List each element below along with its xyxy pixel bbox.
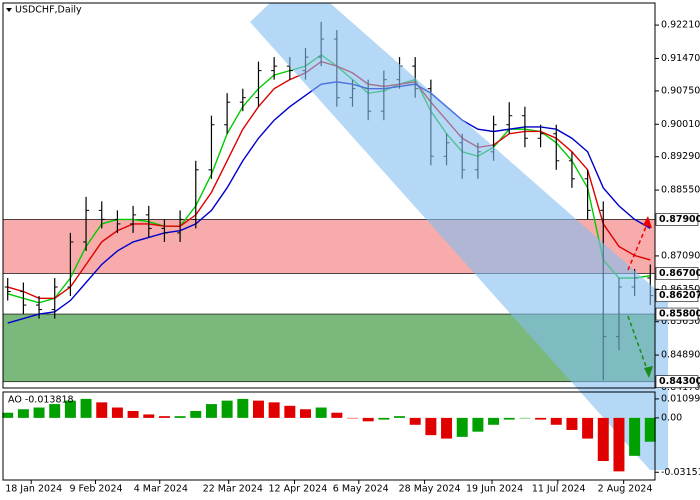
ao-bar: [441, 417, 453, 439]
y-tick-label: 0.92210: [661, 20, 700, 31]
up-arrow: [627, 221, 649, 271]
ao-bar: [378, 417, 390, 420]
ao-bar: [284, 405, 296, 418]
ao-bar: [613, 417, 625, 472]
x-tick-label: 2 Aug 2024: [598, 484, 653, 495]
x-tick-label: 22 Mar 2024: [203, 484, 263, 495]
ao-bar: [347, 417, 358, 419]
chart-title: USDCHF,Daily: [15, 5, 82, 16]
menu-icon: [6, 8, 12, 12]
x-tick-label: 9 Feb 2024: [69, 484, 122, 495]
x-tick-label: 19 Jun 2024: [466, 484, 523, 495]
y-tick-label: 0.91470: [661, 53, 700, 64]
trend-channel: [250, 3, 668, 470]
ao-bar: [268, 402, 280, 418]
ao-bar: [456, 417, 468, 437]
ao-bar: [331, 412, 343, 418]
ao-bar: [174, 416, 186, 418]
price-tag-bg: [655, 213, 699, 226]
ao-bar: [597, 417, 609, 462]
price-tag-bg: [655, 289, 699, 303]
up-arrowhead: [643, 216, 652, 228]
ao-bar: [80, 398, 92, 418]
ao-bar: [221, 400, 233, 418]
ao-bar: [300, 409, 311, 418]
ao-bar: [519, 417, 531, 419]
y-tick-label: 0.90010: [661, 119, 700, 130]
y-tick-label: 0.84890: [661, 350, 700, 361]
x-tick-label: 4 Mar 2024: [134, 484, 188, 495]
ao-bar: [96, 402, 108, 418]
down-arrowhead: [644, 366, 653, 378]
x-tick-label: 11 Jul 2024: [532, 484, 586, 495]
y-tick-label: 0.89290: [661, 151, 700, 162]
y-tick-label: 0.85630: [661, 316, 700, 327]
ao-bar: [190, 410, 202, 418]
ao-bar: [17, 409, 29, 418]
ao-bar: [33, 407, 45, 418]
ao-bar: [488, 417, 500, 425]
ao-bar: [205, 404, 217, 418]
ao-bar: [2, 412, 14, 418]
x-tick-label: 28 May 2024: [399, 484, 461, 495]
ao-bar: [237, 398, 249, 418]
ao-tick-label: 0.00: [661, 412, 682, 423]
ao-bar: [582, 417, 594, 439]
x-tick-label: 12 Apr 2024: [269, 484, 328, 495]
y-tick-label: 0.88550: [661, 185, 700, 196]
ao-frame: [2, 391, 656, 481]
ao-bar: [315, 407, 327, 418]
price-tag: 0.86207: [659, 290, 700, 301]
ao-bar: [644, 417, 656, 442]
price-tag: 0.87900: [659, 214, 700, 225]
ao-bar: [362, 417, 374, 422]
ao-bar: [409, 417, 421, 425]
ao-bar: [394, 416, 406, 418]
price-tag: 0.86700: [659, 268, 700, 279]
ao-bar: [64, 400, 76, 418]
ao-tick-label: -0.031517: [661, 467, 700, 478]
price-tag: 0.84300: [659, 376, 700, 387]
ao-tick-label: 0.010994: [661, 393, 700, 404]
down-arrow: [627, 315, 649, 373]
ao-bar: [252, 400, 264, 418]
y-tick-label: 0.86350: [661, 284, 700, 295]
price-tag-bg: [655, 375, 699, 388]
ao-bar: [158, 416, 170, 418]
ao-bar: [143, 414, 155, 418]
main-frame: [2, 2, 656, 389]
ao-bar: [535, 417, 547, 420]
ao-bar: [472, 417, 484, 432]
y-tick-label: 0.87090: [661, 250, 700, 261]
ao-bar: [127, 410, 139, 418]
ao-bar: [425, 417, 437, 436]
ao-bar: [550, 417, 562, 425]
price-tag-bg: [655, 267, 699, 280]
y-tick-label: 0.90750: [661, 85, 700, 96]
ao-bar: [111, 407, 123, 418]
ao-bar: [503, 417, 515, 420]
ao-bar: [49, 404, 61, 418]
price-tag: 0.85800: [659, 309, 700, 320]
ao-bar: [566, 417, 578, 430]
indicator-title: AO -0.013818: [8, 395, 74, 406]
x-tick-label: 18 Jan 2024: [5, 484, 62, 495]
price-tag-bg: [655, 307, 699, 321]
x-tick-label: 6 May 2024: [333, 484, 389, 495]
overlays: [2, 398, 656, 472]
ao-bar: [629, 417, 641, 456]
